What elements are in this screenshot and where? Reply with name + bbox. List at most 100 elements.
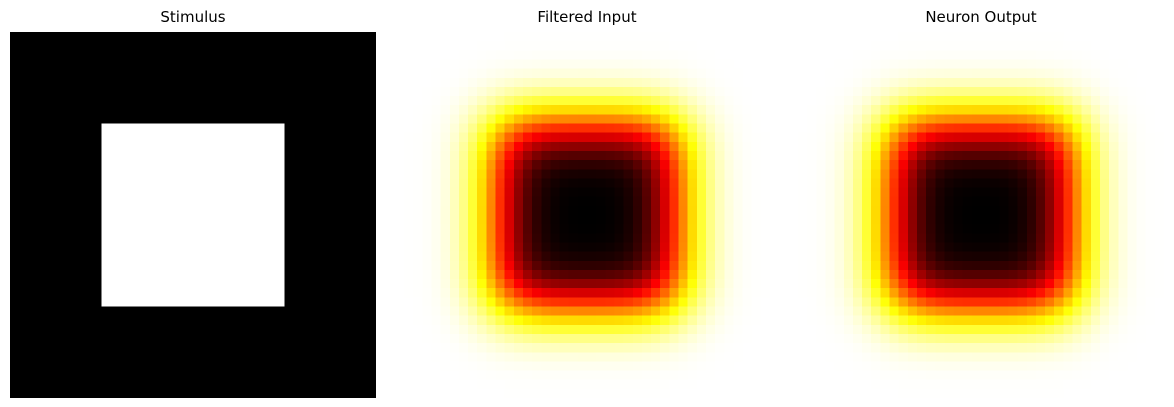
heatmap-cell [916, 41, 927, 51]
heatmap-cell [128, 324, 139, 335]
heatmap-cell [926, 77, 936, 88]
heatmap-cell [724, 215, 734, 225]
heatmap-cell [550, 169, 561, 179]
heatmap-cell [907, 297, 918, 308]
heatmap-cell [220, 333, 231, 344]
heatmap-cell [660, 297, 670, 308]
heatmap-cell [798, 297, 808, 308]
heatmap-cell [1045, 333, 1055, 344]
heatmap-cell [935, 86, 945, 97]
heatmap-cell [275, 333, 286, 344]
heatmap-cell [871, 361, 881, 372]
heatmap-cell [880, 68, 891, 79]
heatmap-cell [247, 196, 258, 207]
heatmap-cell [128, 260, 139, 271]
heatmap-cell [211, 352, 222, 362]
heatmap-cell [522, 251, 533, 262]
heatmap-cell [1109, 205, 1119, 216]
heatmap-cell [302, 160, 313, 170]
heatmap-cell [1145, 224, 1156, 234]
heatmap-cell [687, 59, 698, 70]
heatmap-cell [1045, 50, 1055, 61]
heatmap-cell [1072, 370, 1083, 381]
heatmap-cell [513, 260, 524, 271]
heatmap-cell [999, 187, 1010, 198]
heatmap-cell [705, 269, 716, 280]
heatmap-cell [568, 242, 579, 253]
heatmap-cell [871, 59, 881, 70]
heatmap-cell [1072, 361, 1083, 372]
heatmap-cell [1127, 132, 1138, 143]
heatmap-cell [183, 32, 194, 42]
heatmap-cell [834, 279, 845, 289]
heatmap-cell [926, 242, 936, 253]
heatmap-cell [696, 269, 707, 280]
heatmap-cell [147, 141, 157, 152]
heatmap-cell [724, 315, 734, 326]
heatmap-cell [559, 160, 570, 170]
heatmap-cell [147, 224, 157, 234]
heatmap-cell [165, 233, 176, 244]
heatmap-cell [46, 68, 57, 79]
heatmap-cell [83, 352, 93, 362]
heatmap-cell [513, 41, 524, 51]
heatmap-cell [871, 32, 881, 42]
heatmap-cell [916, 215, 927, 225]
heatmap-cell [238, 96, 249, 106]
heatmap-cell [1109, 352, 1119, 362]
heatmap-cell [641, 388, 652, 398]
heatmap-cell [404, 333, 414, 344]
heatmap-cell [46, 178, 57, 189]
heatmap-cell [541, 343, 551, 353]
heatmap-cell [1145, 379, 1156, 390]
heatmap-cell [559, 178, 570, 189]
heatmap-cell [366, 169, 376, 179]
heatmap-cell [302, 260, 313, 271]
heatmap-cell [64, 32, 75, 42]
heatmap-cell [926, 379, 936, 390]
heatmap-cell [944, 269, 955, 280]
heatmap-cell [1109, 379, 1119, 390]
heatmap-cell [843, 132, 854, 143]
heatmap-cell [550, 233, 561, 244]
heatmap-cell [807, 306, 817, 317]
heatmap-cell [404, 251, 414, 262]
heatmap-cell [156, 260, 167, 271]
heatmap-cell [1054, 315, 1064, 326]
heatmap-cell [266, 187, 276, 198]
heatmap-cell [413, 315, 423, 326]
heatmap-cell [1109, 77, 1119, 88]
heatmap-cell [321, 187, 331, 198]
heatmap-cell [202, 343, 212, 353]
heatmap-cell [568, 279, 579, 289]
heatmap-cell [28, 150, 39, 161]
heatmap-cell [156, 279, 167, 289]
heatmap-cell [962, 288, 973, 298]
heatmap-cell [413, 242, 423, 253]
heatmap-cell [357, 169, 368, 179]
heatmap-cell [926, 370, 936, 381]
heatmap-cell [1081, 41, 1092, 51]
heatmap-cell [330, 260, 340, 271]
heatmap-cell [1118, 361, 1128, 372]
heatmap-cell [522, 68, 533, 79]
heatmap-cell [1045, 187, 1055, 198]
heatmap-cell [807, 297, 817, 308]
heatmap-cell [568, 269, 579, 280]
heatmap-cell [568, 114, 579, 125]
heatmap-cell [28, 352, 39, 362]
heatmap-cell [550, 297, 561, 308]
heatmap-cell [37, 361, 48, 372]
heatmap-cell [990, 215, 1000, 225]
heatmap-cell [28, 160, 39, 170]
heatmap-cell [798, 68, 808, 79]
heatmap-cell [147, 269, 157, 280]
heatmap-cell [1008, 169, 1019, 179]
heatmap-cell [366, 41, 376, 51]
heatmap-cell [1054, 233, 1064, 244]
heatmap-cell [999, 59, 1010, 70]
heatmap-cell [981, 297, 991, 308]
heatmap-cell [862, 379, 872, 390]
heatmap-cell [275, 50, 286, 61]
heatmap-cell [1063, 370, 1074, 381]
